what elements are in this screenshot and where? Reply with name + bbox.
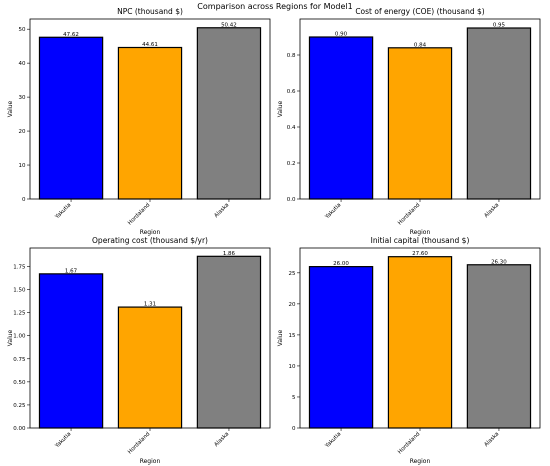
y-tick-label: 10 bbox=[289, 364, 296, 370]
axes-frame bbox=[299, 247, 541, 429]
y-tick-label: 0 bbox=[22, 197, 26, 203]
bar-value-label: 0.90 bbox=[335, 32, 348, 38]
bar-alaska bbox=[196, 27, 262, 200]
panel-title: NPC (thousand $) bbox=[117, 7, 183, 16]
bar-value-label: 27.60 bbox=[412, 251, 428, 257]
bar-hordaland bbox=[117, 46, 183, 200]
x-axis-label: Region bbox=[140, 229, 161, 236]
bar-alaska bbox=[466, 264, 532, 429]
x-tick-label: Hordaland bbox=[127, 431, 151, 455]
y-tick-label: 15 bbox=[289, 333, 296, 339]
panel-4: Initial capital (thousand $) 26.00 Yakutia… bbox=[277, 236, 541, 465]
x-tick-label: Alaska bbox=[213, 431, 230, 448]
bar-value-label: 44.61 bbox=[142, 42, 158, 48]
bar-yakutia bbox=[308, 36, 374, 200]
y-tick-label: 20 bbox=[19, 129, 26, 135]
bar-value-label: 0.95 bbox=[493, 23, 506, 29]
y-axis-label: Value bbox=[7, 100, 14, 117]
bar-value-label: 1.86 bbox=[223, 251, 236, 257]
y-tick-label: 25 bbox=[289, 271, 296, 277]
y-tick-label: 0.25 bbox=[13, 403, 26, 409]
panel-title: Initial capital (thousand $) bbox=[371, 236, 470, 245]
bar-value-label: 1.31 bbox=[144, 302, 156, 308]
y-tick-label: 0 bbox=[292, 426, 296, 432]
panel-3: Operating cost (thousand $/yr) 1.67 Yakuti… bbox=[7, 236, 271, 465]
panel-title: Operating cost (thousand $/yr) bbox=[92, 236, 208, 245]
y-tick-label: 1.25 bbox=[13, 311, 26, 317]
bar-value-label: 26.00 bbox=[333, 261, 349, 267]
x-tick-label: Alaska bbox=[483, 431, 500, 448]
bar-value-label: 1.67 bbox=[65, 268, 78, 274]
bar-hordaland bbox=[387, 256, 453, 429]
x-tick-label: Alaska bbox=[483, 202, 500, 219]
bar-hordaland bbox=[117, 306, 183, 429]
axes-frame bbox=[29, 18, 271, 200]
y-tick-label: 0.2 bbox=[287, 161, 296, 167]
x-tick-label: Hordaland bbox=[397, 202, 421, 226]
bar-yakutia bbox=[308, 266, 374, 429]
y-tick-label: 1.00 bbox=[13, 334, 26, 340]
bar-yakutia bbox=[38, 273, 104, 429]
x-tick-label: Yakutia bbox=[54, 431, 73, 450]
y-axis-label: Value bbox=[277, 329, 284, 346]
y-axis-label: Value bbox=[7, 329, 14, 346]
bar-yakutia bbox=[38, 36, 104, 200]
y-tick-label: 0.0 bbox=[287, 197, 296, 203]
axes-frame bbox=[299, 18, 541, 200]
y-tick-label: 0.6 bbox=[287, 89, 296, 95]
x-axis-label: Region bbox=[410, 229, 431, 236]
x-tick-label: Yakutia bbox=[54, 202, 73, 221]
y-tick-label: 30 bbox=[19, 95, 26, 101]
bar-value-label: 26.30 bbox=[491, 259, 507, 265]
x-axis-label: Region bbox=[410, 458, 431, 465]
figure-title: Comparison across Regions for Model1 bbox=[197, 2, 352, 11]
x-tick-label: Alaska bbox=[213, 202, 230, 219]
x-tick-label: Yakutia bbox=[324, 202, 343, 221]
y-tick-label: 40 bbox=[19, 61, 26, 67]
y-tick-label: 0.75 bbox=[13, 357, 26, 363]
x-tick-label: Hordaland bbox=[397, 431, 421, 455]
bar-alaska bbox=[196, 255, 262, 429]
y-tick-label: 0.00 bbox=[13, 426, 26, 432]
bar-value-label: 0.84 bbox=[414, 42, 427, 48]
y-tick-label: 0.8 bbox=[287, 53, 296, 59]
x-tick-label: Hordaland bbox=[127, 202, 151, 226]
x-axis-label: Region bbox=[140, 458, 161, 465]
panel-1: NPC (thousand $) 47.62 Yakutia 44.61 Hordala… bbox=[7, 7, 271, 236]
y-tick-label: 50 bbox=[19, 27, 26, 33]
y-tick-label: 1.50 bbox=[13, 288, 26, 294]
bar-value-label: 47.62 bbox=[63, 32, 79, 38]
y-tick-label: 5 bbox=[292, 395, 296, 401]
axes-frame bbox=[29, 247, 271, 429]
bar-hordaland bbox=[387, 47, 453, 200]
y-tick-label: 0.50 bbox=[13, 380, 26, 386]
y-tick-label: 1.75 bbox=[13, 264, 26, 270]
y-tick-label: 20 bbox=[289, 302, 296, 308]
x-tick-label: Yakutia bbox=[324, 431, 343, 450]
y-tick-label: 0.4 bbox=[287, 125, 296, 131]
bar-alaska bbox=[466, 27, 532, 200]
panel-2: Cost of energy (COE) (thousand $) 0.90 Yak… bbox=[277, 7, 541, 236]
panel-title: Cost of energy (COE) (thousand $) bbox=[355, 7, 484, 16]
bar-value-label: 50.42 bbox=[221, 22, 237, 28]
y-tick-label: 10 bbox=[19, 163, 26, 169]
y-axis-label: Value bbox=[277, 100, 284, 117]
